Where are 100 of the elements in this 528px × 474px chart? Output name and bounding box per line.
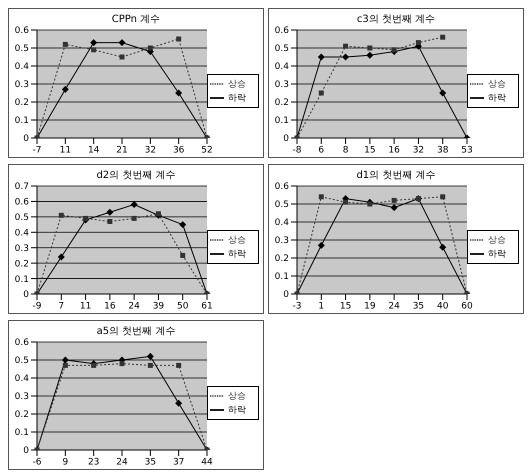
x-tick-label: 1 bbox=[318, 301, 324, 312]
x-tick-label: 53 bbox=[461, 145, 473, 156]
x-tick-label: 52 bbox=[201, 145, 213, 156]
point bbox=[366, 52, 374, 59]
x-tick-label: 35 bbox=[144, 457, 156, 468]
y-tick-label: 0.2 bbox=[274, 254, 289, 264]
legend-label: 하락 bbox=[488, 249, 506, 260]
point bbox=[176, 362, 182, 368]
point bbox=[439, 244, 446, 251]
x-tick-label: 11 bbox=[80, 301, 92, 312]
point bbox=[367, 46, 372, 50]
y-tick-label: 0.4 bbox=[14, 374, 30, 384]
y-tick-label: 0 bbox=[283, 290, 290, 300]
x-tick-label: 14 bbox=[88, 145, 100, 156]
y-tick-label: 0.2 bbox=[14, 259, 29, 270]
x-tick-label: 60 bbox=[461, 301, 473, 312]
x-tick-label: 16 bbox=[388, 145, 400, 156]
legend-label: 상승 bbox=[488, 79, 506, 90]
point bbox=[106, 208, 114, 216]
point bbox=[58, 212, 64, 218]
y-tick-label: 0.2 bbox=[14, 410, 29, 420]
y-tick-label: 0.1 bbox=[14, 274, 29, 285]
point bbox=[62, 86, 69, 93]
point bbox=[90, 39, 98, 46]
x-tick-label: -9 bbox=[32, 301, 42, 312]
x-tick-label: 36 bbox=[172, 145, 185, 156]
x-tick-label: 38 bbox=[436, 145, 449, 156]
x-tick-label: 15 bbox=[340, 301, 352, 312]
point bbox=[440, 194, 446, 200]
y-tick-label: 0.1 bbox=[14, 428, 29, 438]
x-tick-label: -3 bbox=[292, 301, 302, 312]
x-tick-label: 44 bbox=[201, 457, 213, 468]
x-tick-label: 35 bbox=[412, 301, 424, 312]
point bbox=[392, 198, 397, 203]
y-tick-label: 0.3 bbox=[14, 244, 29, 254]
legend-label: 상승 bbox=[488, 235, 506, 246]
x-tick-label: 6 bbox=[318, 145, 324, 156]
legend-label: 하락 bbox=[228, 93, 246, 104]
y-tick-label: 0 bbox=[23, 290, 30, 300]
chart-title: d1의 첫번째 계수 bbox=[355, 169, 437, 182]
legend-label: 하락 bbox=[228, 405, 246, 416]
x-tick-label: 19 bbox=[364, 301, 376, 312]
y-tick-label: 0.4 bbox=[14, 228, 30, 238]
point bbox=[130, 201, 138, 208]
legend-label: 상승 bbox=[228, 391, 246, 402]
y-tick-label: 0.5 bbox=[14, 213, 29, 224]
point bbox=[318, 54, 325, 60]
y-tick-label: 0.1 bbox=[274, 272, 289, 282]
point bbox=[146, 352, 154, 360]
y-tick-label: 0 bbox=[23, 134, 30, 144]
x-tick-label: 15 bbox=[364, 145, 376, 156]
x-tick-label: 32 bbox=[144, 145, 156, 156]
point bbox=[343, 200, 348, 205]
point bbox=[390, 204, 398, 212]
point bbox=[83, 216, 88, 221]
chart-title: a5의 첫번째 계수 bbox=[96, 325, 176, 338]
x-tick-label: 61 bbox=[201, 301, 213, 312]
x-tick-label: 37 bbox=[172, 457, 184, 468]
point bbox=[367, 202, 372, 206]
y-tick-label: 0.2 bbox=[14, 98, 29, 108]
y-tick-label: 0.4 bbox=[14, 62, 30, 72]
y-tick-label: 0.1 bbox=[14, 116, 29, 126]
x-tick-label: 50 bbox=[176, 301, 189, 312]
point bbox=[318, 90, 324, 96]
y-tick-label: 0.6 bbox=[14, 198, 30, 208]
x-tick-label: 7 bbox=[58, 301, 64, 312]
point bbox=[120, 361, 124, 366]
y-tick-label: 0.6 bbox=[14, 26, 30, 36]
y-tick-label: 0.5 bbox=[14, 44, 29, 54]
y-tick-label: 0 bbox=[283, 134, 290, 144]
legend-label: 하락 bbox=[228, 249, 246, 260]
y-tick-label: 0.5 bbox=[274, 200, 289, 210]
point bbox=[392, 47, 397, 52]
point bbox=[440, 34, 446, 40]
point bbox=[118, 39, 126, 46]
point bbox=[148, 46, 153, 50]
point bbox=[175, 90, 182, 96]
point bbox=[132, 216, 137, 221]
point bbox=[91, 362, 96, 368]
point bbox=[107, 218, 112, 224]
x-tick-label: 24 bbox=[388, 301, 400, 312]
y-tick-label: 0.2 bbox=[274, 98, 289, 108]
point bbox=[342, 54, 350, 60]
point bbox=[318, 194, 324, 200]
x-tick-label: 9 bbox=[62, 457, 68, 468]
y-tick-label: 0.6 bbox=[274, 26, 290, 36]
point bbox=[120, 54, 124, 60]
y-tick-label: 0.4 bbox=[274, 218, 290, 228]
x-tick-label: 23 bbox=[88, 457, 100, 468]
point bbox=[343, 44, 348, 49]
point bbox=[439, 90, 446, 96]
point bbox=[91, 47, 96, 52]
x-tick-label: 16 bbox=[104, 301, 116, 312]
point bbox=[176, 36, 182, 42]
y-tick-label: 0.3 bbox=[274, 236, 289, 246]
legend-label: 하락 bbox=[488, 93, 506, 104]
x-tick-label: 40 bbox=[436, 301, 449, 312]
x-tick-label: 11 bbox=[60, 145, 72, 156]
y-tick-label: 0.1 bbox=[274, 116, 289, 126]
point bbox=[180, 252, 186, 258]
